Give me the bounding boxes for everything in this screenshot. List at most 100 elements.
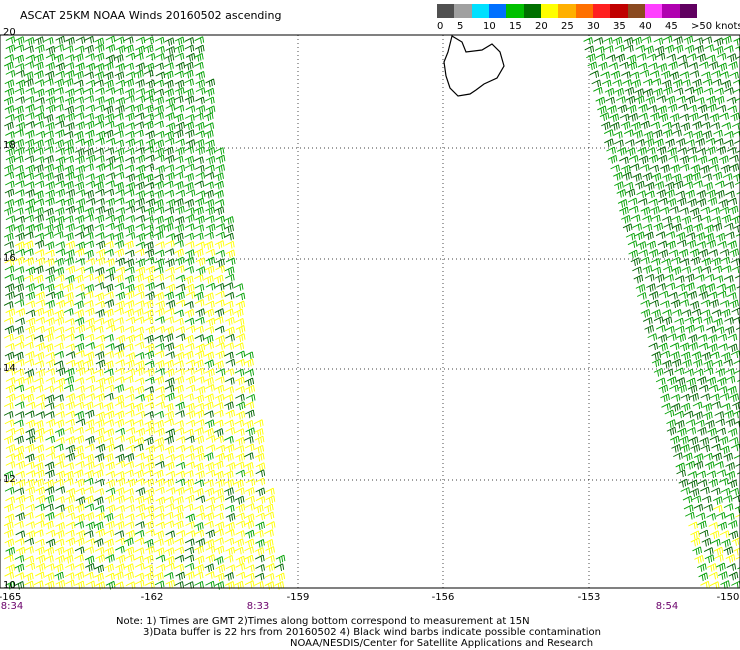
wind-barb [114, 520, 125, 530]
wind-barb [224, 444, 235, 453]
wind-barb [712, 359, 723, 368]
wind-barb [64, 470, 74, 480]
wind-barb [671, 444, 681, 453]
wind-barb [593, 37, 604, 45]
wind-barb [85, 129, 95, 139]
wind-barb [95, 512, 105, 521]
wind-barb [75, 198, 86, 207]
wind-barb [690, 256, 701, 266]
wind-barb [95, 96, 105, 105]
wind-barb [265, 487, 275, 496]
wind-barb [185, 52, 196, 62]
wind-barb [254, 530, 264, 538]
wind-barb [716, 146, 727, 155]
wind-barb [184, 334, 194, 344]
wind-barb [264, 511, 275, 520]
wind-barb [235, 487, 245, 495]
wind-barb [44, 130, 54, 138]
wind-barb [54, 266, 65, 276]
wind-barb [104, 79, 114, 89]
wind-barb [712, 504, 723, 513]
wind-barb [720, 164, 731, 174]
wind-barb [124, 308, 135, 318]
wind-barb [711, 215, 721, 224]
wind-barb [24, 410, 35, 418]
wind-barb [105, 222, 115, 231]
wind-barb [114, 222, 125, 232]
wind-barb [134, 555, 144, 563]
wind-barb [14, 572, 25, 580]
wind-barb [642, 265, 653, 274]
wind-barb [14, 36, 25, 45]
wind-barb [164, 478, 175, 487]
wind-barb [135, 241, 146, 250]
wind-barb [5, 376, 16, 385]
wind-barb [701, 215, 711, 224]
wind-barb [174, 309, 184, 318]
wind-barb [214, 487, 224, 497]
wind-barb [731, 215, 740, 225]
wind-barb [193, 522, 204, 531]
wind-barb [204, 171, 215, 180]
wind-barb [135, 36, 146, 45]
wind-barb [194, 564, 205, 573]
wind-barb [244, 436, 254, 444]
wind-barb [15, 69, 25, 78]
wind-barb [204, 401, 214, 411]
wind-barb [690, 537, 701, 547]
wind-barb [700, 444, 711, 453]
wind-barb [194, 206, 204, 216]
wind-barb [725, 367, 735, 376]
wind-barb [104, 563, 114, 573]
wind-barb [637, 198, 648, 206]
wind-barb [114, 122, 125, 131]
wind-barb [143, 393, 154, 403]
wind-barb [94, 181, 104, 190]
wind-barb [35, 562, 46, 572]
wind-barb [174, 239, 184, 248]
wind-barb [614, 181, 624, 190]
wind-barb [711, 70, 721, 78]
wind-barb [14, 266, 25, 274]
wind-barb [135, 87, 146, 96]
wind-barb [93, 496, 104, 506]
legend-swatch-4 [506, 4, 524, 18]
wind-barb [4, 188, 15, 198]
wind-barb [675, 325, 685, 334]
wind-barb [35, 342, 45, 351]
wind-barb [145, 545, 155, 555]
wind-barb [244, 443, 255, 452]
wind-barb [719, 392, 730, 401]
wind-barb [214, 190, 224, 199]
wind-barb [696, 147, 707, 156]
wind-barb [144, 571, 154, 581]
wind-barb [680, 444, 690, 453]
wind-barb [224, 308, 234, 316]
wind-barb [213, 460, 224, 470]
wind-barb [205, 444, 216, 452]
wind-barb [94, 282, 105, 290]
legend-label-45: 45 [665, 21, 678, 32]
wind-barb [55, 377, 66, 387]
wind-barb [124, 409, 135, 418]
wind-barb [153, 199, 164, 208]
wind-barb [24, 580, 34, 589]
wind-barb [135, 223, 146, 231]
wind-barb [45, 317, 55, 326]
wind-barb [658, 249, 669, 258]
wind-barb [85, 461, 95, 470]
wind-barb [15, 530, 26, 538]
wind-barb [235, 393, 245, 402]
wind-barb [105, 137, 116, 146]
wind-barb [690, 164, 701, 173]
wind-barb [629, 163, 640, 171]
wind-barb [114, 248, 125, 258]
wind-barb [215, 564, 226, 573]
wind-barb [105, 180, 115, 188]
wind-barb [124, 44, 134, 54]
wind-barb [625, 95, 636, 105]
wind-barb [84, 214, 94, 222]
wind-barb [104, 368, 114, 376]
wind-barb [115, 359, 125, 367]
wind-barb [25, 189, 35, 198]
